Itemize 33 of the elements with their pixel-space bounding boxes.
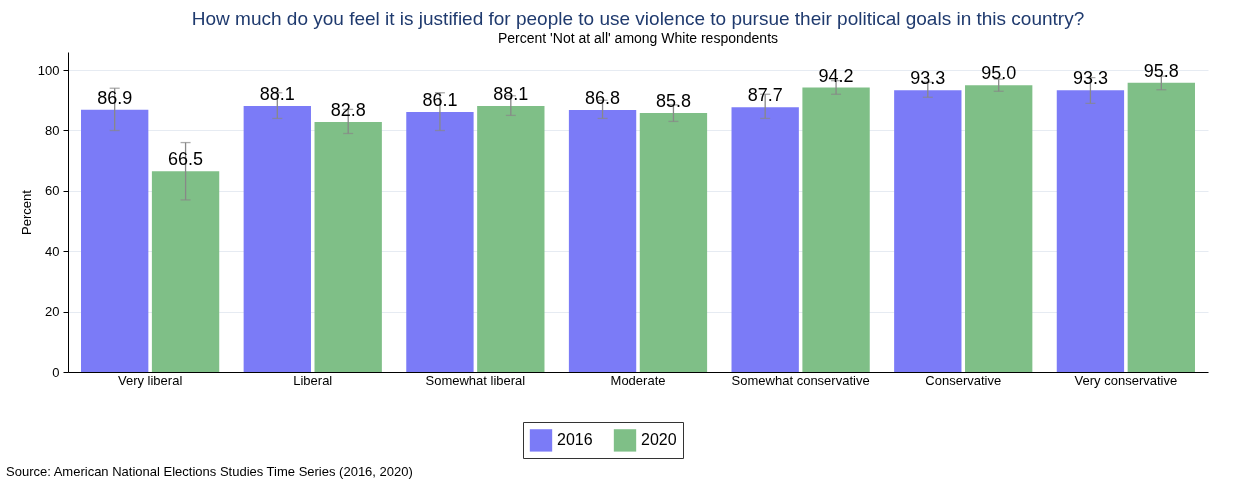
y-tick-label: 60 bbox=[45, 183, 60, 199]
legend-label: 2016 bbox=[557, 431, 593, 449]
data-label: 93.3 bbox=[1072, 68, 1108, 89]
x-tick-label: Moderate bbox=[610, 372, 666, 388]
x-tick-label: Somewhat conservative bbox=[731, 372, 870, 388]
y-tick-label: 80 bbox=[45, 122, 60, 138]
data-label: 88.1 bbox=[493, 84, 529, 105]
data-label: 86.8 bbox=[585, 87, 621, 108]
x-tick-label: Very liberal bbox=[117, 372, 183, 388]
data-label: 82.8 bbox=[330, 100, 366, 121]
chart-title: How much do you feel it is justified for people to use violence to pursue their political goals in this country? bbox=[191, 8, 1085, 29]
y-axis-title: Percent bbox=[18, 189, 34, 235]
x-tick-label: Conservative bbox=[925, 372, 1002, 388]
x-tick-label: Somewhat liberal bbox=[425, 372, 526, 388]
data-label: 95.8 bbox=[1143, 60, 1179, 81]
data-label: 87.7 bbox=[747, 85, 783, 106]
data-label: 85.8 bbox=[655, 90, 691, 111]
y-tick-label: 0 bbox=[52, 364, 60, 380]
data-label: 86.1 bbox=[422, 90, 458, 111]
legend-label: 2020 bbox=[641, 431, 677, 449]
data-label: 66.5 bbox=[168, 149, 204, 170]
x-tick-label: Liberal bbox=[293, 372, 333, 388]
y-tick-label: 40 bbox=[45, 243, 60, 259]
x-tick-label: Very conservative bbox=[1074, 372, 1178, 388]
data-label: 95.0 bbox=[981, 63, 1017, 84]
source-note: Source: American National Elections Studies Time Series (2016, 2020) bbox=[5, 464, 414, 479]
y-tick-label: 20 bbox=[45, 304, 60, 320]
data-label: 88.1 bbox=[259, 84, 295, 105]
data-label: 86.9 bbox=[97, 87, 133, 108]
data-label: 94.2 bbox=[818, 65, 854, 86]
y-tick-label: 100 bbox=[37, 62, 60, 78]
chart-subtitle: Percent 'Not at all' among White respondents bbox=[497, 30, 779, 46]
data-label: 93.3 bbox=[910, 68, 946, 89]
